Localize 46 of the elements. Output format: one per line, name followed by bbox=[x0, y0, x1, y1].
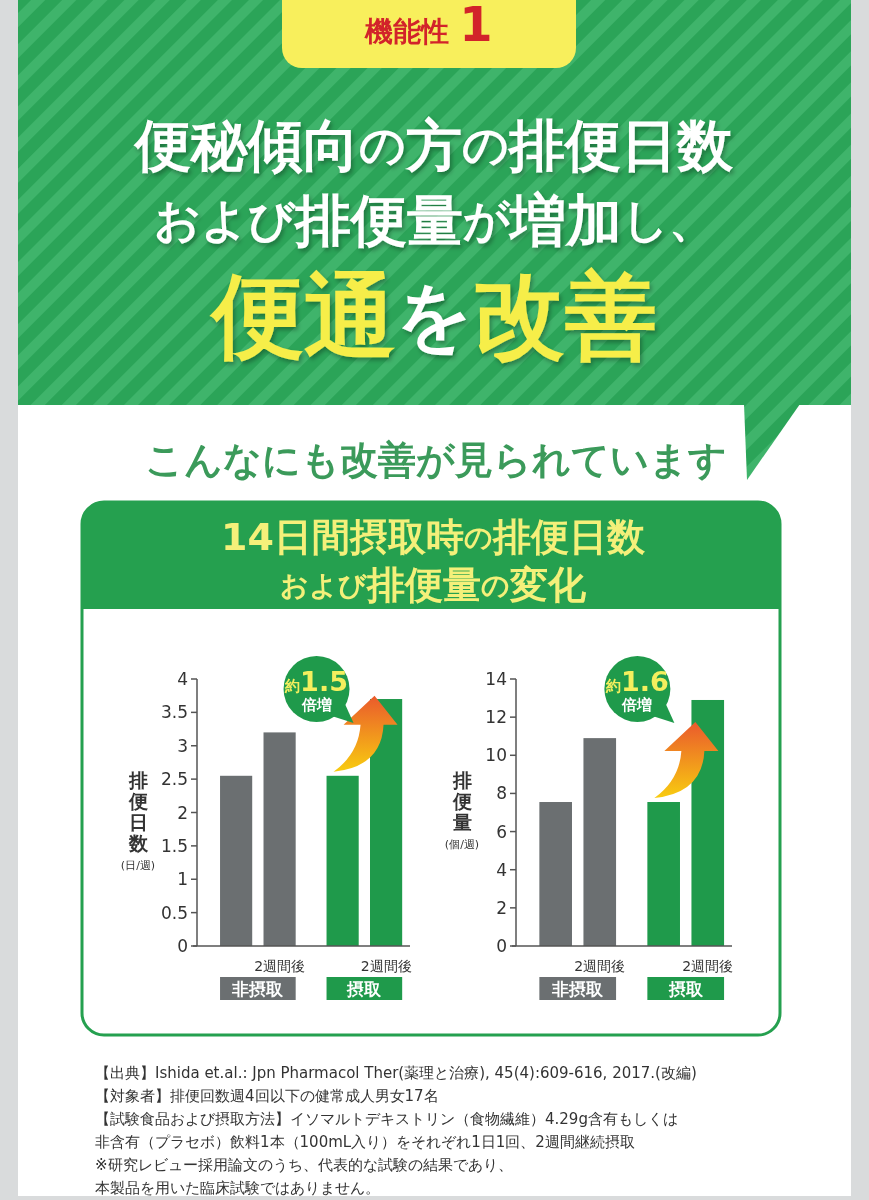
y-tick-label: 14 bbox=[485, 669, 507, 689]
series-label: 摂取 bbox=[346, 979, 383, 999]
text: 【出典】Ishida et.al.: Jpn Pharmacol Ther(薬理と治療), 45(4):609-616, 2017.(改編) bbox=[95, 1064, 697, 1082]
y-tick-label: 6 bbox=[496, 821, 507, 842]
text: 【対象者】排便回数週4回以下の健常成人男女17名 bbox=[95, 1087, 439, 1105]
x-tick-label: 2週間後 bbox=[360, 958, 412, 974]
y-tick-label: 1.5 bbox=[160, 835, 188, 856]
text: 14日間摂取時の排便日数および排便量の変化 bbox=[221, 515, 645, 607]
bar bbox=[647, 802, 680, 946]
x-tick-label: 2週間後 bbox=[682, 958, 734, 974]
text: ※研究レビュー採用論文のうち、代表的な試験の結果であり、 bbox=[95, 1156, 513, 1174]
series-label: 非摂取 bbox=[231, 979, 285, 999]
y-axis-title: 排便量 (個/週) bbox=[444, 769, 480, 851]
series-label: 摂取 bbox=[667, 979, 704, 999]
text: 本製品を用いた臨床試験ではありません。 bbox=[95, 1179, 380, 1197]
bar bbox=[326, 775, 359, 946]
bar bbox=[220, 775, 253, 946]
y-tick-label: 0.5 bbox=[160, 902, 188, 923]
y-tick-label: 0 bbox=[177, 936, 188, 956]
y-tick-label: 4 bbox=[177, 669, 188, 689]
text: 非含有（プラセボ）飲料1本（100mL入り）をそれぞれ1日1回、2週間継続摂取 bbox=[95, 1133, 635, 1151]
text: 【試験食品および摂取方法】イソマルトデキストリン（食物繊維）4.29g含有もしくは bbox=[95, 1110, 678, 1128]
y-tick-label: 3 bbox=[177, 735, 188, 756]
chart-title: 便秘傾向の方の排便日数および排便量が増加し、 bbox=[135, 112, 733, 253]
y-tick-label: 1 bbox=[177, 869, 188, 890]
text: こんなにも改善が見られています bbox=[145, 438, 727, 482]
x-tick-label: 2週間後 bbox=[574, 958, 626, 974]
series-label: 非摂取 bbox=[551, 979, 605, 999]
annotation: 約1.5 倍増 bbox=[284, 666, 348, 714]
y-tick-label: 2 bbox=[496, 897, 507, 918]
chart-subtitle: 便通を改善 bbox=[208, 262, 657, 370]
y-tick-label: 12 bbox=[485, 707, 507, 728]
y-tick-label: 8 bbox=[496, 783, 507, 804]
annotation: 約1.6 倍増 bbox=[604, 666, 669, 714]
text: 機能性 1 bbox=[364, 0, 493, 52]
y-tick-label: 4 bbox=[496, 859, 507, 880]
x-tick-label: 2週間後 bbox=[254, 958, 306, 974]
y-tick-label: 10 bbox=[485, 745, 507, 766]
bar bbox=[539, 802, 572, 946]
y-axis-title: 排便日数 (日/週) bbox=[120, 769, 156, 872]
y-tick-label: 2.5 bbox=[160, 769, 188, 790]
y-tick-label: 2 bbox=[177, 802, 188, 823]
y-tick-label: 0 bbox=[496, 936, 507, 956]
y-tick-label: 3.5 bbox=[160, 702, 188, 723]
bar bbox=[263, 732, 296, 946]
bar bbox=[583, 738, 617, 946]
